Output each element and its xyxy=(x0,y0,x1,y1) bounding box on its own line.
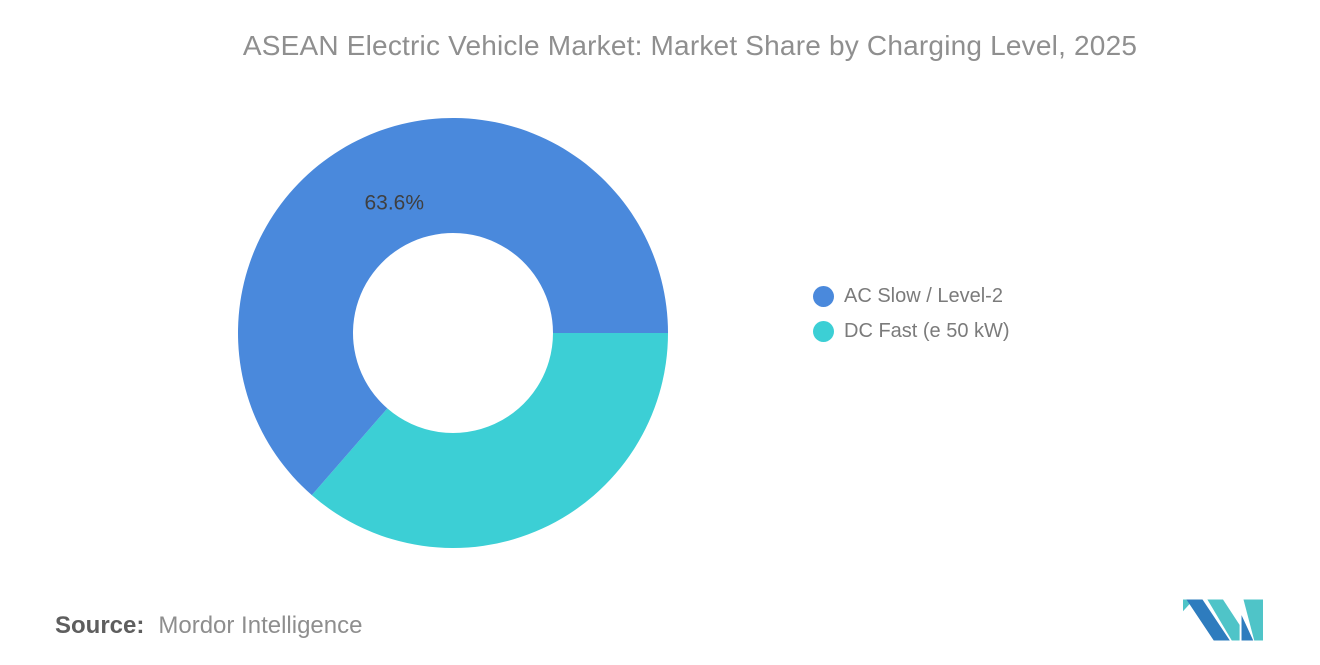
legend-marker-ac-slow xyxy=(813,286,834,307)
legend-item-dc-fast: DC Fast (e 50 kW) xyxy=(813,320,1010,343)
legend-label-dc-fast: DC Fast (e 50 kW) xyxy=(844,320,1010,342)
mordor-intelligence-logo xyxy=(1183,599,1263,641)
legend-item-ac-slow: AC Slow / Level-2 xyxy=(813,285,1010,308)
logo-shape-teal-band xyxy=(1207,599,1240,641)
legend: AC Slow / Level-2 DC Fast (e 50 kW) xyxy=(813,285,1010,343)
logo-shape-teal-bar xyxy=(1243,599,1263,641)
logo-shape-blue-triangle xyxy=(1241,615,1254,641)
legend-marker-dc-fast xyxy=(813,321,834,342)
source-label: Source: xyxy=(55,612,145,639)
source-attribution: Source: Mordor Intelligence xyxy=(55,612,362,640)
donut-chart: 63.6% xyxy=(238,117,668,548)
donut-segment-1 xyxy=(311,333,668,548)
logo-shape-blue-band xyxy=(1186,599,1230,641)
source-value: Mordor Intelligence xyxy=(158,612,363,639)
donut-data-label: 63.6% xyxy=(364,192,424,215)
donut-segment-0 xyxy=(238,117,668,496)
chart-title: ASEAN Electric Vehicle Market: Market Sh… xyxy=(242,30,1138,61)
legend-label-ac-slow: AC Slow / Level-2 xyxy=(844,285,1003,307)
